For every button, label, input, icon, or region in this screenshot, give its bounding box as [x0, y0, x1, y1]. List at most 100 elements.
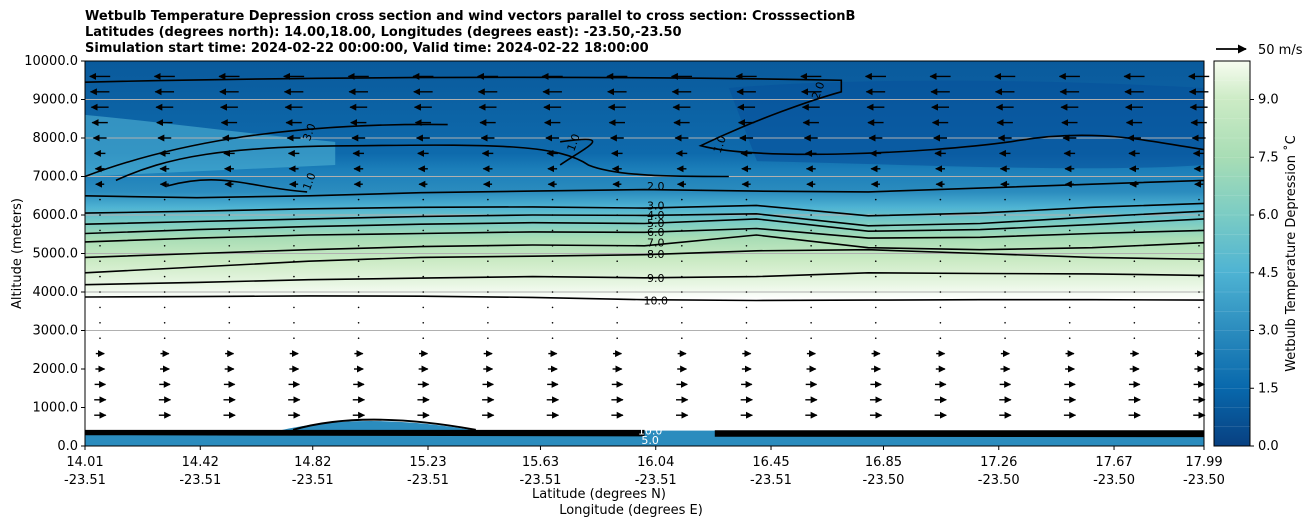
x-tick-label-lat: 16.04	[637, 455, 674, 470]
x-tick-label-lon: -23.51	[520, 473, 562, 488]
contour-line-upper-3	[115, 144, 729, 182]
contour-label: 9.0	[647, 272, 665, 285]
y-tick-label: 6000.0	[33, 208, 79, 223]
wind-vector	[874, 260, 877, 263]
wind-vector	[99, 291, 101, 293]
wind-vector	[163, 198, 166, 201]
wind-vector	[551, 291, 554, 293]
x-tick-label-lon: -23.51	[750, 473, 792, 488]
contour-line-upper-4	[166, 179, 308, 193]
wind-vector	[422, 291, 425, 293]
colorbar-bar	[1213, 60, 1251, 447]
wind-vector	[293, 214, 295, 216]
contour-line-3.0	[84, 202, 1205, 217]
wind-vector	[1133, 198, 1136, 201]
wind-vector	[293, 245, 295, 247]
wind-vector	[357, 306, 360, 309]
contour-label: 10.0	[643, 294, 668, 307]
wind-vector	[487, 260, 489, 263]
wind-vector	[810, 306, 812, 309]
wind-vector	[1133, 260, 1136, 263]
surface-contour-band-right	[714, 430, 1204, 438]
wind-vector	[293, 306, 295, 309]
wind-vector	[874, 306, 877, 309]
moist-left-region	[85, 114, 336, 177]
wind-vector	[487, 306, 489, 309]
contour-line-4.0	[84, 210, 1205, 227]
surface-contour-label: 10.0	[638, 425, 663, 438]
wind-vector	[422, 198, 425, 201]
contour-line-7.0	[84, 234, 1205, 259]
y-tick-label: 0.0	[57, 439, 78, 454]
wind-vector	[487, 337, 489, 340]
wind-vector	[293, 322, 295, 324]
wind-vector	[810, 198, 812, 201]
colorbar-tick-label: 1.5	[1258, 381, 1279, 396]
wind-vector	[357, 322, 360, 324]
wind-vector	[422, 214, 425, 216]
contour-line-upper-1	[84, 76, 1205, 156]
x-tick-label-lat: 15.63	[522, 455, 559, 470]
wind-vector	[745, 337, 748, 340]
wind-vector	[228, 306, 231, 309]
wind-vector	[810, 291, 812, 293]
wind-vector	[228, 214, 231, 216]
wind-vector	[1133, 214, 1136, 216]
dry-core-region	[728, 80, 1204, 169]
wind-vector	[681, 198, 683, 201]
colorbar: 0.0 1.5 3.0 4.5 6.0 7.5 9.0 Wetbulb Temperature…	[1213, 60, 1299, 454]
wind-vector	[874, 214, 877, 216]
wind-vector	[422, 229, 425, 232]
contour-label: 2.0	[809, 80, 827, 101]
wind-vector	[487, 322, 489, 324]
wind-vector	[874, 198, 877, 201]
wind-vector	[681, 322, 683, 324]
wind-vector	[357, 245, 360, 247]
wind-vector	[551, 198, 554, 201]
y-tick-label: 2000.0	[33, 362, 79, 377]
wind-vector	[874, 245, 877, 247]
wind-vector	[1198, 229, 1200, 232]
wind-vector	[810, 229, 812, 232]
y-tick-label: 7000.0	[33, 170, 79, 185]
wind-vector	[228, 245, 231, 247]
colorbar-tick-label: 0.0	[1258, 439, 1279, 454]
wind-vector	[1198, 337, 1200, 340]
x-tick-label-lon: -23.50	[1093, 473, 1135, 488]
wind-vector	[551, 245, 554, 247]
contour-label: 1.0	[300, 171, 318, 192]
wind-vector	[616, 322, 618, 324]
wind-vector	[422, 275, 425, 278]
contour-lines: 10.09.08.07.06.05.04.03.02.03.01.01.0 1.0…	[84, 76, 1205, 447]
y-axis-label: Altitude (meters)	[10, 198, 25, 309]
wind-vector	[551, 214, 554, 216]
wind-vector	[745, 275, 748, 278]
wind-vector	[874, 275, 877, 278]
wind-vector	[487, 214, 489, 216]
wind-vector	[681, 214, 683, 216]
wind-vector	[163, 306, 166, 309]
wind-vector	[293, 198, 295, 201]
wind-vector	[1198, 245, 1200, 247]
wind-vector	[163, 337, 166, 340]
wind-vector	[163, 214, 166, 216]
chart-title-line-3: Simulation start time: 2024-02-22 00:00:…	[85, 41, 649, 56]
y-tick-label: 9000.0	[33, 93, 79, 108]
wind-vector	[745, 306, 748, 309]
wind-vector	[1198, 322, 1200, 324]
wind-vector	[487, 245, 489, 247]
wind-vector	[487, 198, 489, 201]
wind-vector	[939, 214, 942, 216]
plot-area	[85, 61, 1204, 446]
wind-vector	[681, 275, 683, 278]
x-tick-label-lat: 17.99	[1185, 455, 1222, 470]
wind-vector	[551, 229, 554, 232]
chart-title-line-2: Latitudes (degrees north): 14.00,18.00, …	[85, 25, 682, 40]
wind-vector	[939, 291, 942, 293]
wind-vector	[422, 306, 425, 309]
wind-vector	[1068, 229, 1071, 232]
wind-vector	[163, 245, 166, 247]
colorbar-tick-label: 9.0	[1258, 93, 1279, 108]
wind-vector	[681, 337, 683, 340]
wind-vector	[293, 291, 295, 293]
